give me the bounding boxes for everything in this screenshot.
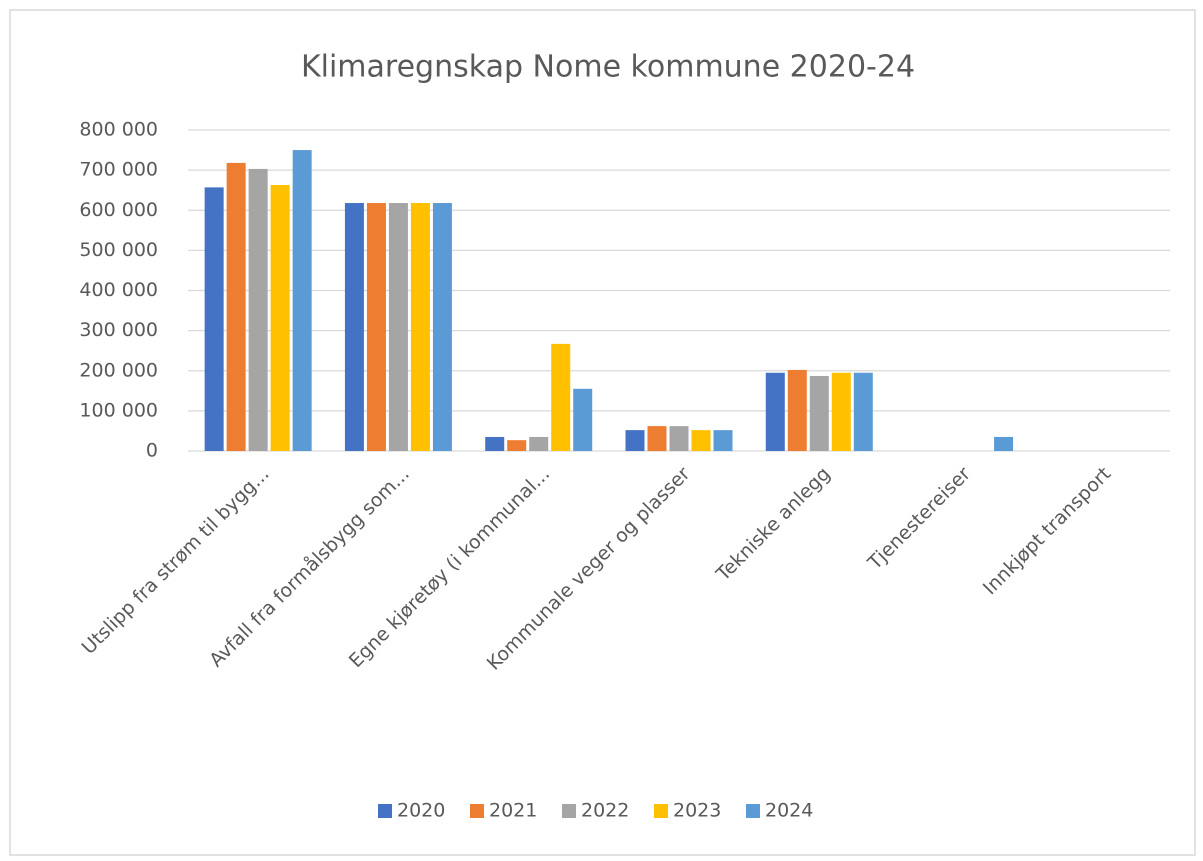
bar bbox=[410, 203, 430, 451]
bar bbox=[994, 436, 1014, 451]
y-tick-label: 200 000 bbox=[79, 359, 158, 381]
bar bbox=[691, 430, 711, 451]
chart-title: Klimaregnskap Nome kommune 2020-24 bbox=[301, 50, 915, 85]
legend-label: 2020 bbox=[397, 800, 445, 822]
bar bbox=[573, 388, 593, 451]
legend-label: 2022 bbox=[581, 800, 629, 822]
bar bbox=[713, 430, 733, 451]
y-tick-label: 600 000 bbox=[79, 199, 158, 221]
bar bbox=[787, 369, 807, 451]
bar bbox=[853, 372, 873, 451]
legend-swatch bbox=[746, 804, 760, 818]
bar bbox=[831, 372, 851, 451]
y-tick-label: 800 000 bbox=[79, 119, 158, 141]
bar bbox=[809, 375, 829, 451]
bar bbox=[388, 203, 408, 451]
bar bbox=[647, 426, 667, 451]
bar bbox=[366, 203, 386, 451]
bar bbox=[669, 426, 689, 451]
bar bbox=[292, 150, 312, 451]
legend-swatch bbox=[654, 804, 668, 818]
y-tick-label: 100 000 bbox=[79, 399, 158, 421]
bar bbox=[625, 430, 645, 451]
legend-label: 2023 bbox=[673, 800, 721, 822]
y-tick-label: 500 000 bbox=[79, 239, 158, 261]
bar bbox=[270, 184, 290, 451]
bar bbox=[204, 187, 224, 451]
legend-swatch bbox=[562, 804, 576, 818]
y-tick-label: 700 000 bbox=[79, 159, 158, 181]
legend-label: 2021 bbox=[489, 800, 537, 822]
bar bbox=[765, 372, 785, 451]
y-tick-label: 400 000 bbox=[79, 279, 158, 301]
bar bbox=[529, 436, 549, 451]
bar bbox=[507, 440, 527, 451]
bar bbox=[344, 203, 364, 451]
bar bbox=[226, 162, 246, 451]
legend-label: 2024 bbox=[765, 800, 813, 822]
chart-frame bbox=[9, 9, 1196, 856]
bar bbox=[485, 436, 505, 451]
y-tick-label: 300 000 bbox=[79, 319, 158, 341]
bar bbox=[432, 203, 452, 451]
bar bbox=[248, 168, 268, 451]
y-tick-label: 0 bbox=[146, 440, 158, 462]
bar bbox=[551, 343, 571, 451]
legend-swatch bbox=[378, 804, 392, 818]
legend-swatch bbox=[470, 804, 484, 818]
